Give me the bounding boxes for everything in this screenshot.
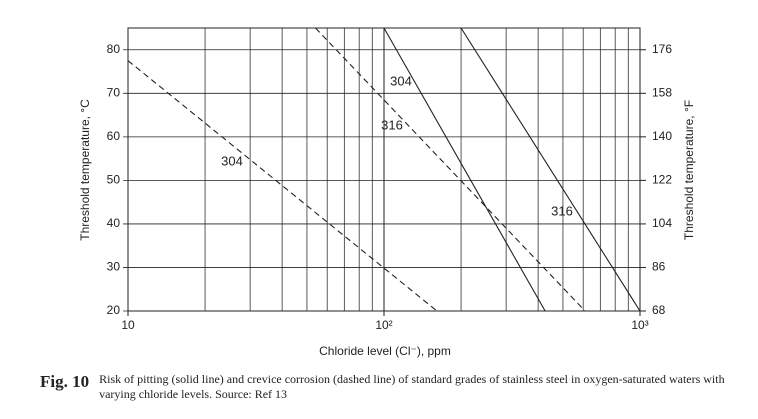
line-label: 304 bbox=[390, 73, 412, 88]
y-tick-label: 40 bbox=[107, 216, 121, 230]
y-axis-label: Threshold temperature, °C bbox=[78, 99, 92, 241]
y-tick-label: 70 bbox=[107, 85, 121, 99]
y-tick-label: 60 bbox=[107, 129, 121, 143]
y-tick-label: 30 bbox=[107, 260, 121, 274]
data-line bbox=[460, 27, 641, 312]
x-tick-label: 10² bbox=[375, 318, 392, 332]
y2-tick-label: 86 bbox=[652, 260, 666, 274]
line-label: 316 bbox=[381, 117, 403, 132]
chart: Chloride level (Cl⁻), ppm Threshold temp… bbox=[78, 27, 696, 358]
x-tick-label: 10³ bbox=[631, 318, 648, 332]
y-tick-label: 80 bbox=[107, 42, 121, 56]
data-line bbox=[127, 60, 438, 312]
y2-tick-label: 68 bbox=[652, 303, 666, 317]
y2-tick-label: 176 bbox=[652, 42, 672, 56]
y-tick-label: 50 bbox=[107, 173, 121, 187]
y2-tick-label: 158 bbox=[652, 85, 672, 99]
data-line bbox=[383, 27, 546, 312]
x-tick-label: 10 bbox=[121, 318, 135, 332]
y2-tick-label: 104 bbox=[652, 216, 672, 230]
y2-tick-label: 140 bbox=[652, 129, 672, 143]
y-tick-label: 20 bbox=[107, 303, 121, 317]
line-label: 316 bbox=[551, 203, 573, 218]
y2-axis-label: Threshold temperature, °F bbox=[682, 100, 696, 240]
data-line bbox=[315, 27, 586, 312]
caption-label: Fig. 10 bbox=[40, 372, 90, 391]
caption: Fig. 10 Risk of pitting (solid line) and … bbox=[40, 372, 740, 402]
x-axis-label: Chloride level (Cl⁻), ppm bbox=[319, 344, 451, 358]
caption-text: Risk of pitting (solid line) and crevice… bbox=[99, 372, 725, 401]
line-label: 304 bbox=[221, 153, 243, 168]
y2-tick-label: 122 bbox=[652, 173, 672, 187]
